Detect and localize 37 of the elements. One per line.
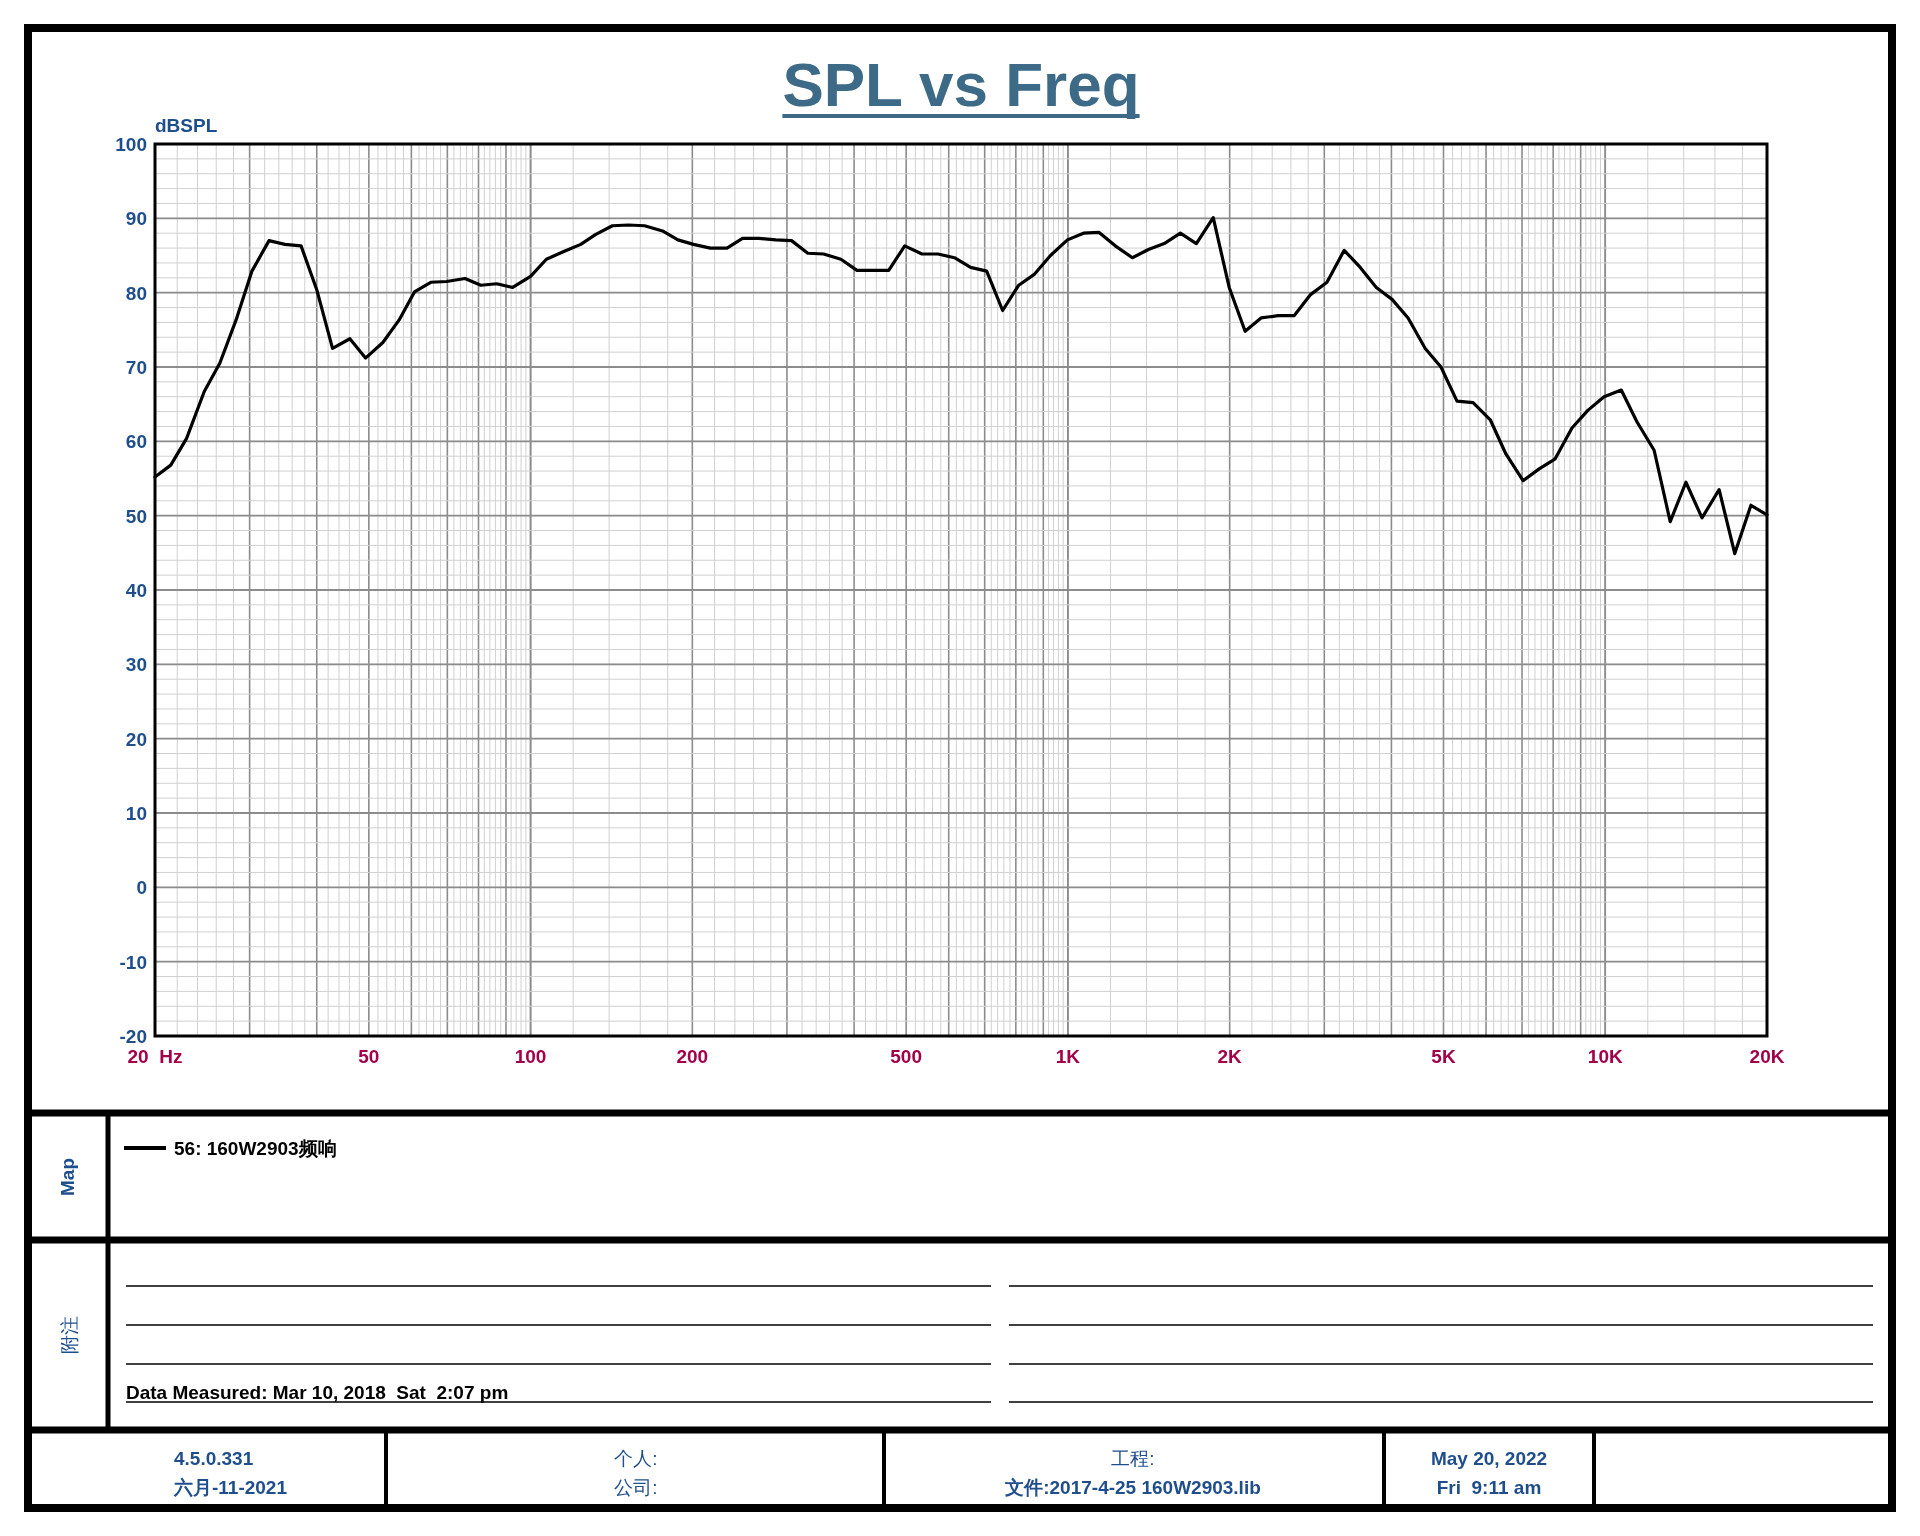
y-tick-label: 20 [125, 728, 147, 750]
text: 六月-11-2021 [173, 1477, 288, 1498]
text: 4.5.0.331 [174, 1448, 254, 1469]
text: 公司: [614, 1477, 658, 1498]
y-tick-label: 10 [125, 803, 147, 824]
y-tick-label: 80 [125, 282, 147, 304]
x-tick-label: 10K [1587, 1046, 1623, 1067]
text: 附注 [59, 1316, 80, 1354]
y-tick-label: -10 [119, 951, 147, 973]
chart-title: SPL vs Freq [782, 50, 1140, 119]
y-tick-label: -20 [119, 1026, 147, 1047]
y-tick-label: 50 [125, 505, 147, 527]
y-axis-title: dBSPL [155, 115, 218, 136]
x-tick-label: 500 [890, 1046, 923, 1067]
text: May 20, 2022 [1430, 1448, 1548, 1469]
x-tick-label: 200 [676, 1046, 709, 1067]
text: 文件:2017-4-25 160W2903.lib [1004, 1477, 1261, 1498]
y-tick-label: 90 [125, 208, 147, 230]
x-tick-label: 5K [1431, 1046, 1456, 1067]
y-tick-label: 60 [125, 431, 147, 453]
text: 工程: [1111, 1448, 1155, 1469]
y-tick-label: 100 [115, 134, 147, 155]
text: 个人: [614, 1448, 658, 1469]
x-tick-label: 2K [1217, 1046, 1243, 1067]
text: Data Measured: Mar 10, 2018 Sat 2:07 pm [126, 1382, 509, 1403]
x-tick-label: 100 [514, 1046, 547, 1067]
x-tick-label: 1K [1055, 1046, 1081, 1067]
legend-label: 56: 160W2903频响 [174, 1138, 337, 1159]
y-tick-label: 0 [136, 877, 147, 899]
x-tick-label: 20K [1749, 1046, 1785, 1067]
legend-title: Map [57, 1158, 78, 1196]
text: Fri 9:11 am [1436, 1477, 1542, 1498]
y-tick-label: 40 [125, 580, 147, 601]
y-tick-label: 70 [125, 357, 147, 378]
y-tick-label: 30 [125, 654, 147, 676]
x-tick-label: 20 Hz [127, 1046, 183, 1067]
x-tick-label: 50 [358, 1046, 380, 1067]
